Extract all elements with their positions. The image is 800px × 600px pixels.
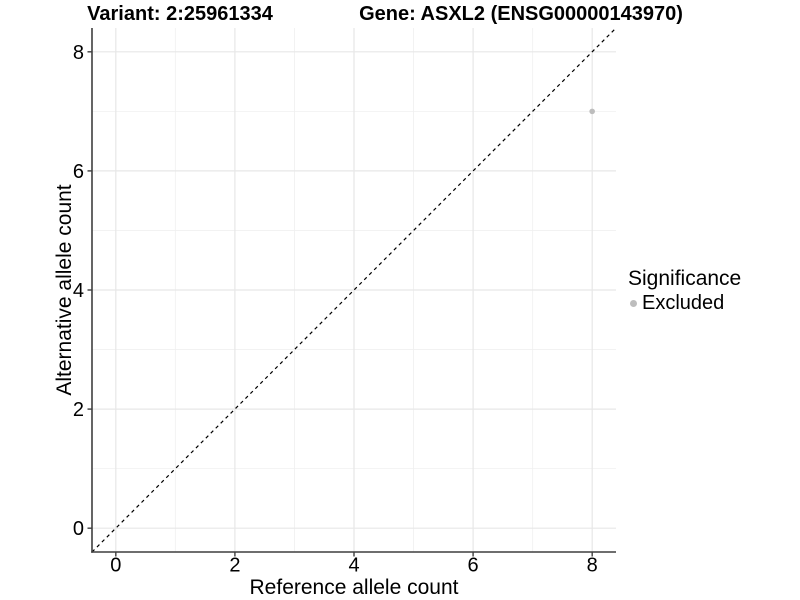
legend: Significance Excluded — [628, 266, 741, 315]
y-tick-label: 8 — [73, 42, 84, 64]
y-tick-label: 2 — [73, 399, 84, 421]
x-tick-label: 0 — [110, 555, 121, 577]
y-tick-label: 0 — [73, 518, 84, 540]
y-tick-label: 6 — [73, 161, 84, 183]
x-tick-label: 4 — [348, 555, 359, 577]
y-tick-label: 4 — [73, 280, 84, 302]
x-axis-title: Reference allele count — [249, 576, 459, 599]
legend-key-point-icon — [630, 299, 637, 307]
plot-title-gene: Gene: ASXL2 (ENSG00000143970) — [359, 3, 683, 25]
legend-item-label: Excluded — [642, 291, 725, 314]
data-point — [589, 108, 595, 115]
legend-item-excluded: Excluded — [630, 291, 741, 315]
x-tick-label: 6 — [468, 555, 479, 577]
x-tick-label: 2 — [229, 555, 240, 577]
x-tick-label: 8 — [587, 555, 598, 577]
legend-title: Significance — [628, 267, 742, 290]
identity-line — [91, 27, 617, 553]
y-axis-title: Alternative allele count — [53, 184, 76, 396]
plot-title-variant: Variant: 2:25961334 — [87, 3, 273, 25]
